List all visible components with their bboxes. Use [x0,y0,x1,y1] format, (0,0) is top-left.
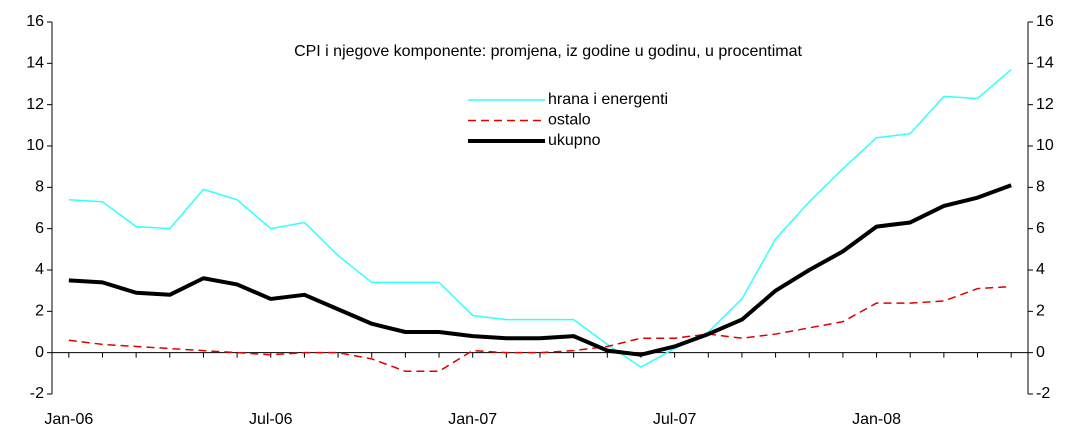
series-line [68,183,1012,357]
y2-tick-label: 4 [1036,261,1045,278]
y2-tick-label: 8 [1036,179,1045,196]
y-tick-label: -2 [30,385,44,402]
y-tick-label: 10 [26,137,44,154]
legend-label: hrana i energenti [548,91,668,108]
y2-tick-label: 16 [1036,13,1054,30]
y2-tick-label: 6 [1036,220,1045,237]
y-tick-label: 0 [35,344,44,361]
y2-tick-label: -2 [1036,385,1050,402]
legend-label: ukupno [548,132,601,149]
x-tick-label: Jan-07 [448,411,497,428]
y-tick-label: 4 [35,261,44,278]
y2-tick-label: 12 [1036,96,1054,113]
y2-tick-label: 0 [1036,344,1045,361]
y-tick-label: 14 [26,55,44,72]
y-tick-label: 2 [35,303,44,320]
y-tick-label: 12 [26,96,44,113]
y-tick-label: 6 [35,220,44,237]
y2-tick-label: 2 [1036,303,1045,320]
x-tick-label: Jul-07 [653,411,697,428]
y-tick-label: 16 [26,13,44,30]
y2-tick-label: 10 [1036,137,1054,154]
y2-tick-label: 14 [1036,55,1054,72]
x-tick-label: Jul-06 [249,411,293,428]
chart-title: CPI i njegove komponente: promjena, iz g… [294,43,802,60]
legend-label: ostalo [548,112,591,129]
series-line [68,285,1012,373]
y-tick-label: 8 [35,179,44,196]
series-line [68,68,1012,368]
x-tick-label: Jan-08 [852,411,901,428]
x-tick-label: Jan-06 [44,411,93,428]
